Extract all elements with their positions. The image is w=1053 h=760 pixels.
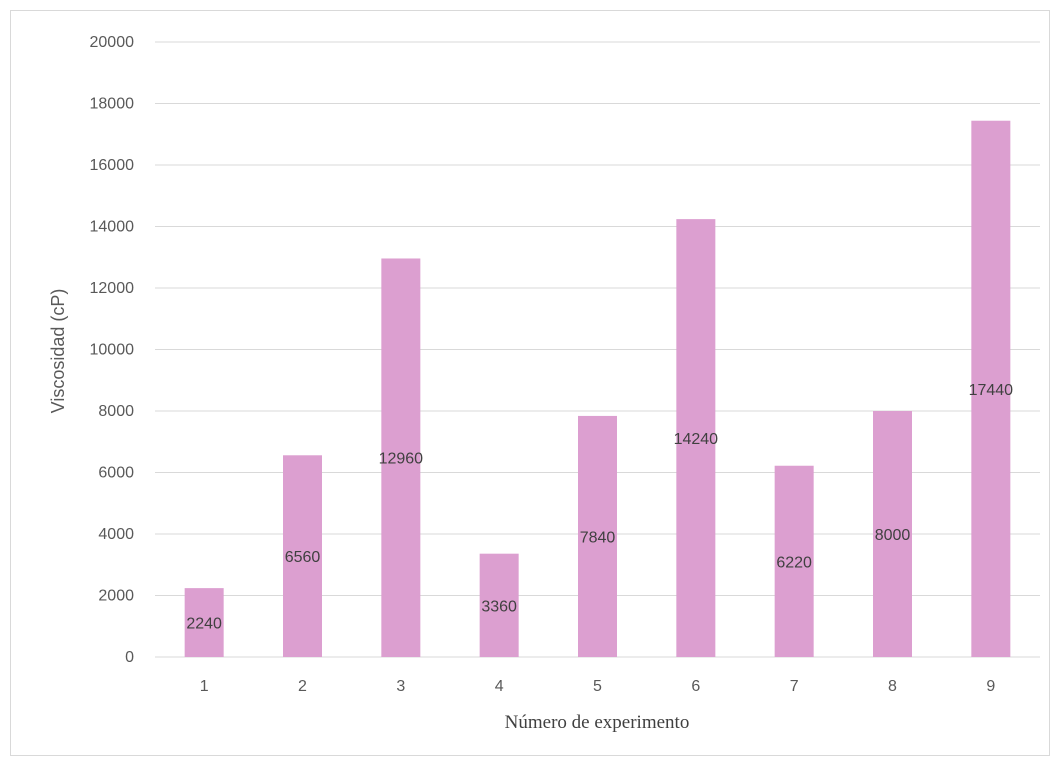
- bar: [873, 411, 912, 657]
- y-tick-labels: 0 2000 4000 6000 8000 10000 12000 14000 16000 180…: [90, 34, 135, 666]
- data-label: 7840: [580, 529, 616, 546]
- y-tick-label: 14000: [90, 219, 135, 236]
- y-tick-label: 0: [125, 649, 134, 666]
- y-tick-label: 4000: [98, 526, 134, 543]
- x-tick-label: 9: [986, 678, 995, 695]
- bar: [676, 219, 716, 657]
- data-label: 8000: [875, 527, 911, 544]
- y-tick-label: 10000: [90, 342, 135, 359]
- y-axis-title: Viscosidad (cP): [48, 289, 68, 414]
- x-tick-label: 7: [790, 678, 799, 695]
- y-tick-label: 20000: [90, 34, 135, 51]
- y-tick-label: 2000: [98, 588, 134, 605]
- data-label: 17440: [969, 382, 1014, 399]
- bar: [971, 120, 1011, 658]
- data-label: 6220: [776, 554, 812, 571]
- bar: [184, 588, 224, 657]
- y-tick-label: 18000: [90, 96, 135, 113]
- bar: [774, 465, 814, 657]
- x-tick-labels: 1 2 3 4 5 6 7 8 9: [200, 678, 996, 695]
- x-tick-label: 6: [691, 678, 700, 695]
- bars: [184, 120, 1011, 658]
- y-tick-label: 6000: [98, 465, 134, 482]
- y-tick-label: 8000: [98, 403, 134, 420]
- y-tick-label: 16000: [90, 157, 135, 174]
- bar: [578, 415, 617, 657]
- x-tick-label: 1: [200, 678, 209, 695]
- bar: [283, 455, 322, 657]
- x-tick-label: 2: [298, 678, 307, 695]
- data-label: 12960: [379, 451, 424, 468]
- data-label: 14240: [674, 431, 719, 448]
- data-label: 3360: [481, 598, 517, 615]
- bar: [479, 553, 519, 657]
- data-label: 2240: [186, 616, 222, 633]
- data-label: 6560: [285, 549, 321, 566]
- x-axis-title: Número de experimento: [505, 712, 690, 733]
- x-tick-label: 8: [888, 678, 897, 695]
- y-tick-label: 12000: [90, 280, 135, 297]
- bar: [381, 258, 421, 657]
- x-tick-label: 3: [396, 678, 405, 695]
- data-labels: 2240 6560 12960 3360 7840 14240 6220 8000 17440: [186, 382, 1013, 633]
- x-tick-label: 4: [495, 678, 504, 695]
- x-tick-label: 5: [593, 678, 602, 695]
